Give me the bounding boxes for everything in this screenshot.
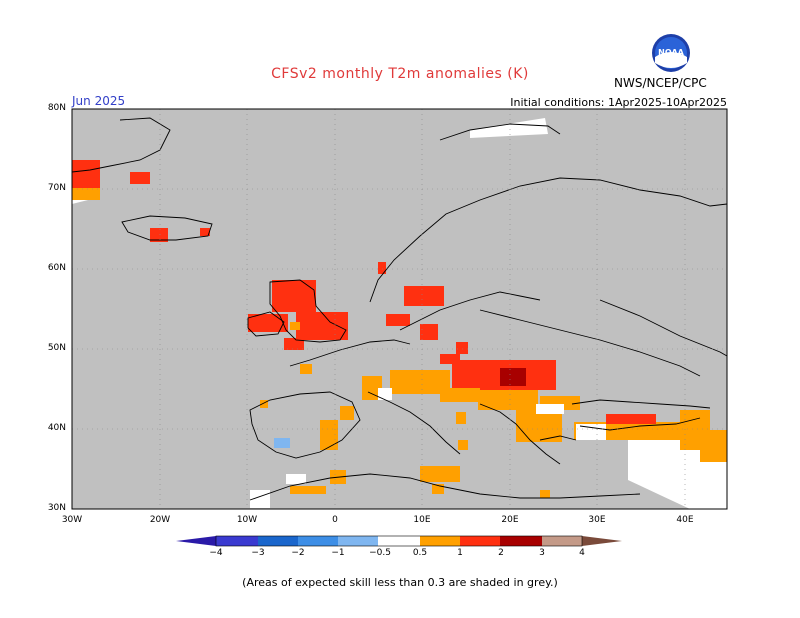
colorbar-label: −0.5 bbox=[369, 548, 391, 558]
map-frame bbox=[71, 108, 728, 510]
lon-tick-30w: 30W bbox=[61, 515, 83, 525]
svg-text:NOAA: NOAA bbox=[658, 48, 684, 57]
anomaly-patches bbox=[72, 160, 727, 508]
colorbar-seg bbox=[378, 536, 420, 546]
colorbar-low-arrow bbox=[176, 536, 216, 546]
colorbar-seg bbox=[338, 536, 378, 546]
colorbar-seg bbox=[420, 536, 460, 546]
lat-tick-40n: 40N bbox=[47, 423, 66, 433]
colorbar-label: −1 bbox=[331, 548, 345, 558]
colorbar-label: −2 bbox=[291, 548, 305, 558]
lat-tick-30n: 30N bbox=[47, 503, 66, 513]
colorbar-label: 1 bbox=[457, 548, 463, 558]
colorbar-seg bbox=[258, 536, 298, 546]
lat-tick-50n: 50N bbox=[47, 343, 66, 353]
colorbar-seg bbox=[216, 536, 258, 546]
initial-conditions: Initial conditions: 1Apr2025-10Apr2025 bbox=[510, 96, 727, 109]
lon-tick-20w: 20W bbox=[149, 515, 171, 525]
colorbar-high-arrow bbox=[582, 536, 622, 546]
colorbar-label: 4 bbox=[579, 548, 585, 558]
colorbar-label: 2 bbox=[498, 548, 504, 558]
lon-tick-10e: 10E bbox=[413, 515, 431, 525]
forecast-period: Jun 2025 bbox=[72, 94, 126, 108]
lat-tick-80n: 80N bbox=[47, 103, 66, 113]
colorbar-label: −3 bbox=[251, 548, 265, 558]
colorbar-label: −4 bbox=[209, 548, 223, 558]
graticule bbox=[72, 109, 727, 509]
chart-title: CFSv2 monthly T2m anomalies (K) bbox=[271, 66, 529, 82]
lon-tick-10w: 10W bbox=[236, 515, 258, 525]
lon-tick-40e: 40E bbox=[676, 515, 694, 525]
colorbar-seg bbox=[542, 536, 582, 546]
colorbar-seg bbox=[298, 536, 338, 546]
colorbar-seg bbox=[500, 536, 542, 546]
noaa-logo: NOAA bbox=[652, 34, 690, 72]
footnote: (Areas of expected skill less than 0.3 a… bbox=[242, 576, 558, 589]
coastlines bbox=[71, 117, 728, 501]
colorbar-seg bbox=[460, 536, 500, 546]
colorbar-label: 0.5 bbox=[412, 548, 428, 558]
lon-tick-30e: 30E bbox=[588, 515, 606, 525]
lon-tick-0: 0 bbox=[332, 515, 338, 525]
colorbar-label: 3 bbox=[539, 548, 545, 558]
map-background bbox=[72, 109, 727, 509]
agency-label: NWS/NCEP/CPC bbox=[614, 76, 707, 90]
lon-tick-20e: 20E bbox=[501, 515, 519, 525]
lat-tick-70n: 70N bbox=[47, 183, 66, 193]
lat-tick-60n: 60N bbox=[47, 263, 66, 273]
